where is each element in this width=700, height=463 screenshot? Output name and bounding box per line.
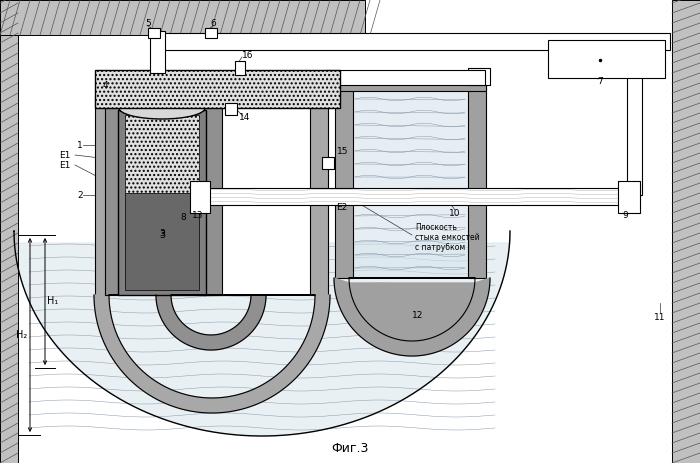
Bar xyxy=(618,181,640,213)
Text: E1: E1 xyxy=(60,161,71,169)
Bar xyxy=(190,181,210,213)
Bar xyxy=(0,0,18,463)
Text: Фиг.3: Фиг.3 xyxy=(331,442,369,455)
Text: 4: 4 xyxy=(102,81,108,90)
Ellipse shape xyxy=(119,97,205,119)
Text: 12: 12 xyxy=(412,311,423,319)
Text: 16: 16 xyxy=(242,50,253,60)
Polygon shape xyxy=(156,295,266,350)
Bar xyxy=(672,0,700,463)
Polygon shape xyxy=(14,231,510,436)
Bar xyxy=(627,48,642,195)
Text: 1: 1 xyxy=(77,140,83,150)
Bar xyxy=(95,95,107,295)
Bar xyxy=(353,88,468,278)
Bar xyxy=(0,0,365,35)
Bar xyxy=(118,110,206,295)
Text: 3: 3 xyxy=(159,230,165,240)
Text: H₂: H₂ xyxy=(16,330,27,340)
Bar xyxy=(225,103,237,115)
Bar xyxy=(125,193,199,290)
Bar xyxy=(205,28,217,38)
Bar xyxy=(325,70,485,85)
Text: 14: 14 xyxy=(239,113,251,123)
Bar xyxy=(95,70,340,108)
Text: 13: 13 xyxy=(193,211,204,219)
Polygon shape xyxy=(14,231,510,436)
Text: Плоскость: Плоскость xyxy=(415,224,457,232)
Polygon shape xyxy=(94,295,330,413)
Text: 6: 6 xyxy=(210,19,216,27)
Bar xyxy=(235,61,245,75)
Text: 5: 5 xyxy=(145,19,151,27)
Bar xyxy=(125,115,199,193)
Text: стыка емкостей: стыка емкостей xyxy=(415,233,480,243)
Bar xyxy=(195,188,632,205)
Polygon shape xyxy=(334,278,490,356)
Bar xyxy=(548,40,665,78)
Text: 8: 8 xyxy=(180,213,186,223)
Text: 7: 7 xyxy=(597,76,603,86)
Text: 15: 15 xyxy=(337,146,349,156)
Bar xyxy=(335,73,486,91)
Bar xyxy=(468,68,490,85)
Text: 2: 2 xyxy=(77,190,83,200)
Bar xyxy=(335,73,353,278)
Text: 9: 9 xyxy=(622,211,628,219)
Bar xyxy=(150,31,165,73)
Text: E2: E2 xyxy=(337,204,348,213)
Text: H₁: H₁ xyxy=(48,296,59,306)
Text: 3: 3 xyxy=(159,229,165,238)
Bar xyxy=(108,95,310,295)
Text: 11: 11 xyxy=(654,313,666,323)
Text: 10: 10 xyxy=(449,208,461,218)
Bar xyxy=(310,95,328,295)
Text: E1: E1 xyxy=(60,150,71,159)
Bar xyxy=(148,28,160,38)
Text: с патрубком: с патрубком xyxy=(415,244,466,252)
Bar xyxy=(160,33,670,50)
Bar xyxy=(105,105,119,295)
Bar xyxy=(204,105,222,295)
Bar xyxy=(468,73,486,278)
